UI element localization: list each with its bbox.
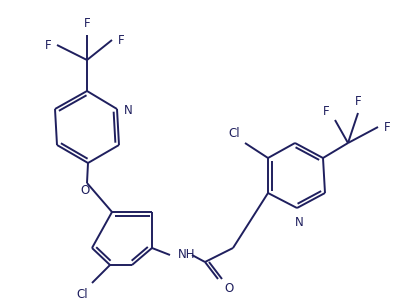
Text: O: O (224, 282, 233, 295)
Text: F: F (44, 38, 51, 52)
Text: NH: NH (178, 248, 196, 262)
Text: Cl: Cl (76, 288, 88, 301)
Text: N: N (295, 216, 303, 229)
Text: N: N (124, 103, 133, 116)
Text: Cl: Cl (228, 127, 240, 140)
Text: F: F (323, 105, 330, 118)
Text: F: F (384, 121, 391, 134)
Text: F: F (118, 33, 125, 46)
Text: O: O (80, 184, 90, 197)
Text: F: F (355, 95, 361, 108)
Text: F: F (84, 17, 90, 30)
